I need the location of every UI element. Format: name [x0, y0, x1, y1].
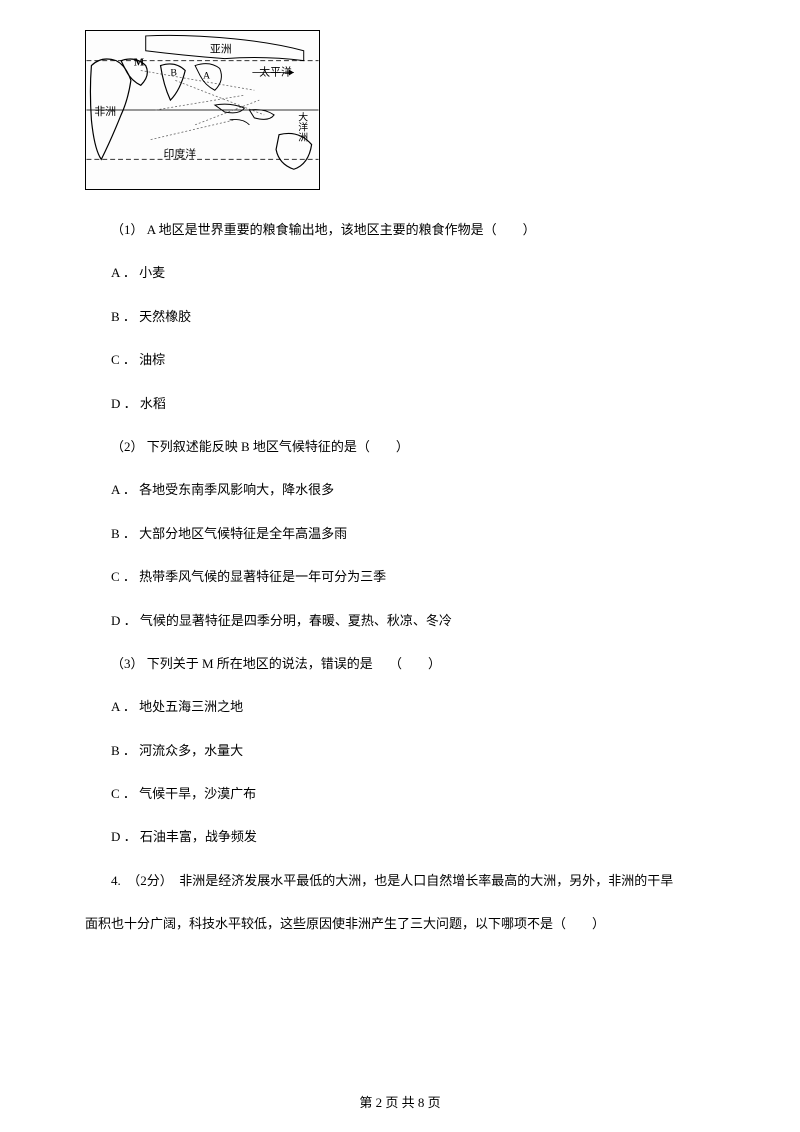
map-label-b: B — [170, 67, 177, 78]
map-label-indian-ocean: 印度洋 — [163, 146, 196, 160]
q2-prompt: （2） 下列叙述能反映 B 地区气候特征的是（ ） — [85, 435, 715, 458]
map-svg: 亚洲 太平洋 非洲 印度洋 大洋洲 M A B — [86, 31, 319, 189]
question-3: （3） 下列关于 M 所在地区的说法，错误的是 （ ） A ． 地处五海三洲之地… — [85, 652, 715, 849]
q2-option-a: A ． 各地受东南季风影响大，降水很多 — [85, 478, 715, 501]
q1-option-d: D ． 水稻 — [85, 392, 715, 415]
q4-text-line1: 4. （2分） 非洲是经济发展水平最低的大洲，也是人口自然增长率最高的大洲，另外… — [85, 869, 715, 892]
map-figure: 亚洲 太平洋 非洲 印度洋 大洋洲 M A B — [85, 30, 320, 190]
q2-option-c: C ． 热带季风气候的显著特征是一年可分为三季 — [85, 565, 715, 588]
question-2: （2） 下列叙述能反映 B 地区气候特征的是（ ） A ． 各地受东南季风影响大… — [85, 435, 715, 632]
q1-option-b: B ． 天然橡胶 — [85, 305, 715, 328]
map-label-asia: 亚洲 — [210, 44, 232, 56]
q1-option-a: A ． 小麦 — [85, 261, 715, 284]
q1-option-c: C ． 油棕 — [85, 348, 715, 371]
q2-option-d: D ． 气候的显著特征是四季分明，春暖、夏热、秋凉、冬冷 — [85, 609, 715, 632]
question-1: （1） A 地区是世界重要的粮食输出地，该地区主要的粮食作物是（ ） A ． 小… — [85, 218, 715, 415]
q2-option-b: B ． 大部分地区气候特征是全年高温多雨 — [85, 522, 715, 545]
map-label-oceania: 大洋洲 — [296, 111, 308, 142]
map-label-m: M — [134, 57, 144, 69]
map-label-pacific: 太平洋 — [259, 64, 292, 78]
page-footer: 第 2 页 共 8 页 — [0, 1091, 800, 1114]
q3-prompt: （3） 下列关于 M 所在地区的说法，错误的是 （ ） — [85, 652, 715, 675]
q3-option-a: A ． 地处五海三洲之地 — [85, 695, 715, 718]
q1-prompt: （1） A 地区是世界重要的粮食输出地，该地区主要的粮食作物是（ ） — [85, 218, 715, 241]
q3-option-d: D ． 石油丰富，战争频发 — [85, 825, 715, 848]
q3-option-b: B ． 河流众多，水量大 — [85, 739, 715, 762]
question-4: 4. （2分） 非洲是经济发展水平最低的大洲，也是人口自然增长率最高的大洲，另外… — [85, 869, 715, 936]
q3-option-c: C ． 气候干旱，沙漠广布 — [85, 782, 715, 805]
map-label-a: A — [203, 70, 211, 81]
map-label-africa: 非洲 — [94, 105, 116, 118]
q4-text-line2: 面积也十分广阔，科技水平较低，这些原因使非洲产生了三大问题，以下哪项不是（ ） — [85, 912, 715, 935]
